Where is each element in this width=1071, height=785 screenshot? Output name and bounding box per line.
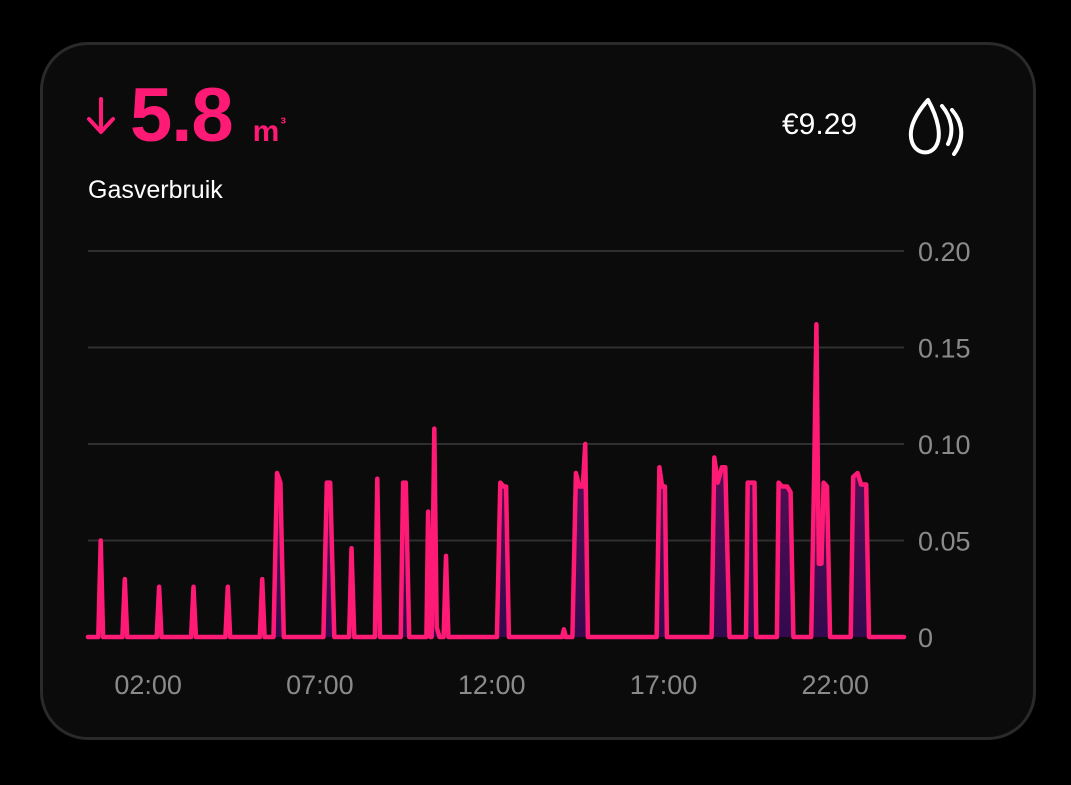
y-tick-label: 0.20 <box>918 237 971 267</box>
gas-flame-icon <box>908 98 964 156</box>
series-area <box>88 324 904 637</box>
card-title: Gasverbruik <box>88 176 223 204</box>
x-tick-label: 07:00 <box>286 670 354 700</box>
y-tick-label: 0 <box>918 623 933 653</box>
x-tick-label: 22:00 <box>801 670 869 700</box>
x-tick-label: 17:00 <box>630 670 698 700</box>
usage-value: 5.8 <box>130 73 234 158</box>
x-tick-label: 02:00 <box>114 670 182 700</box>
usage-summary: 5.8 m³ <box>84 78 286 154</box>
y-tick-label: 0.05 <box>918 527 971 557</box>
series-line <box>85 322 907 640</box>
y-tick-label: 0.10 <box>918 430 971 460</box>
y-tick-label: 0.15 <box>918 334 971 364</box>
usage-unit: m³ <box>252 114 287 148</box>
cost-value: €9.29 <box>782 108 858 141</box>
x-tick-label: 12:00 <box>458 670 526 700</box>
arrow-down-icon <box>87 97 115 134</box>
